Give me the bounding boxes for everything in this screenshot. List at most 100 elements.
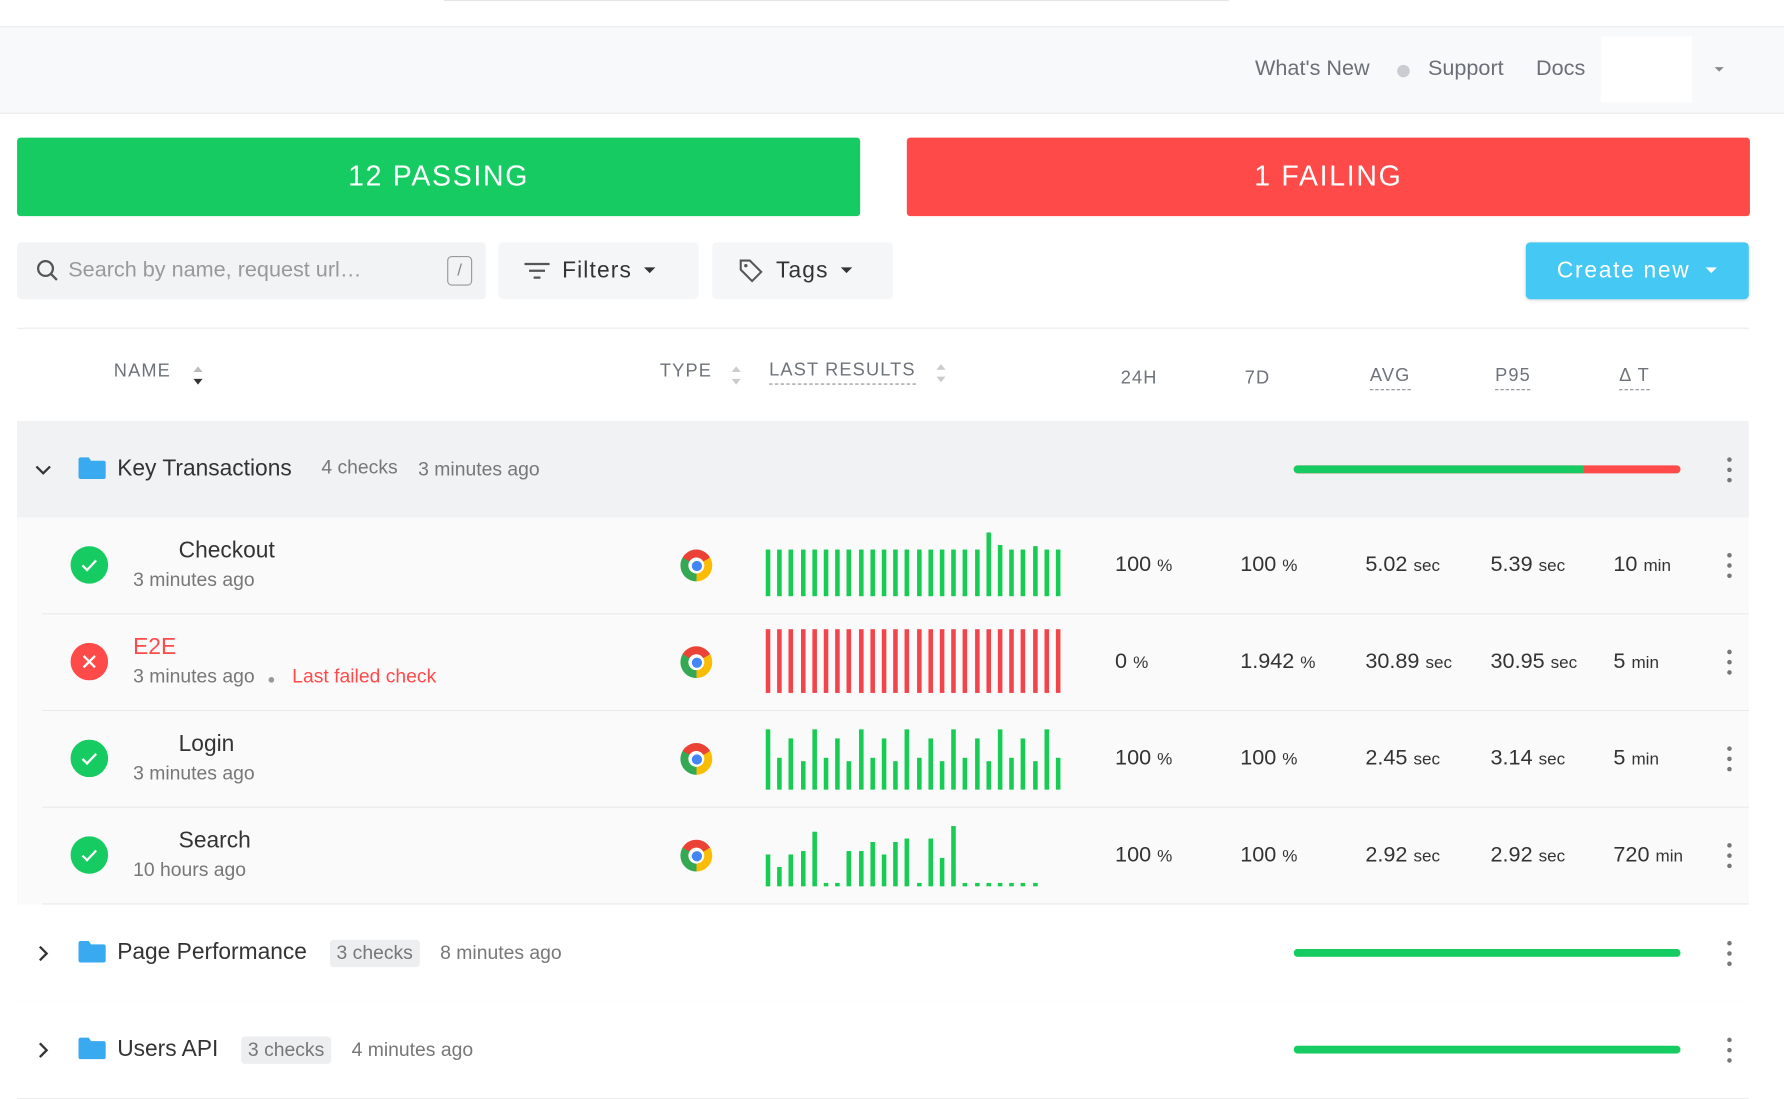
avatar[interactable] [1600,36,1692,103]
check-count: 4 checks [321,456,398,478]
filters-button[interactable]: Filters [498,242,699,300]
result-bar [870,841,875,887]
group-name[interactable]: Page Performance [117,939,307,965]
sort-icon[interactable] [191,364,205,387]
more-menu[interactable] [1724,940,1735,973]
filters-label: Filters [562,257,632,283]
more-menu[interactable] [1724,552,1735,585]
result-bar [986,883,991,887]
stat-number: 100 [1115,552,1152,577]
tags-label: Tags [775,257,829,283]
top-line [443,0,1229,2]
result-bar [893,629,898,693]
search-box[interactable]: Search by name, request url… / [17,242,486,300]
column-header[interactable]: NAME [113,361,171,382]
stat-unit: sec [1538,846,1566,866]
caret[interactable] [1712,65,1726,74]
passing-banner[interactable]: 12 PASSING [17,137,861,217]
nav-link[interactable]: What's New [1254,56,1370,81]
check-name[interactable]: Login [178,731,235,757]
stat-unit: % [1157,556,1173,576]
stat-number: 720 [1613,843,1650,868]
stat-value: 5.39 sec [1491,553,1566,578]
sort-icon[interactable] [729,364,743,387]
stat-value: 2.92 sec [1491,843,1566,868]
result-bar [823,883,829,887]
result-bar [904,729,910,790]
chevron[interactable] [34,944,52,968]
nav-link[interactable]: Support [1427,56,1504,81]
result-bar [1044,729,1049,790]
result-bar [997,883,1003,887]
result-bar [858,549,864,597]
result-bar [881,738,887,790]
result-bar [1021,629,1026,693]
result-bar [916,883,922,887]
stat-value: 100 % [1240,746,1297,771]
result-bar [916,549,922,597]
check-name[interactable]: E2E [133,634,177,660]
tags-button[interactable]: Tags [712,242,894,300]
result-bar [997,629,1003,693]
check-time: 3 minutes ago [133,665,255,688]
result-bar [986,629,991,693]
result-bar [1009,883,1014,887]
column-header[interactable]: TYPE [659,361,713,382]
result-bar [881,549,887,597]
more-menu[interactable] [1724,1037,1735,1070]
stat-number: 100 [1115,843,1152,868]
row-divider [42,709,1749,712]
header [0,26,1784,114]
stat-value: 3.14 sec [1491,746,1566,771]
stat-number: 5 [1613,649,1626,674]
stat-number: 30.89 [1365,649,1420,674]
stat-unit: % [1282,556,1298,576]
create-button[interactable]: Create new [1525,242,1749,300]
result-bar [881,629,887,693]
chevron[interactable] [34,461,52,485]
progress-track [1293,1045,1681,1054]
more-menu[interactable] [1724,456,1735,489]
more-menu[interactable] [1724,745,1735,778]
nav-link[interactable]: Docs [1536,56,1586,81]
failure-note[interactable]: Last failed check [292,665,437,688]
result-bar [963,629,968,693]
check-name[interactable]: Checkout [178,538,275,564]
stat-value: 100 % [1240,553,1297,578]
result-bar [823,757,829,790]
chevron[interactable] [34,1041,52,1065]
column-header[interactable]: LAST RESULTS [769,361,916,385]
stat-value: 5 min [1613,746,1659,771]
more-menu[interactable] [1724,842,1735,875]
failing-banner[interactable]: 1 FAILING [906,137,1750,217]
result-bar [858,629,864,693]
group-name[interactable]: Key Transactions [117,456,292,482]
result-bar [986,532,991,597]
result-bar [788,854,794,887]
stat-unit: sec [1538,556,1566,576]
tag-icon [739,259,763,283]
check-count: 3 checks [241,1036,332,1064]
stat-value: 5.02 sec [1365,553,1440,578]
result-bar [777,757,782,790]
stat-unit: min [1655,846,1683,866]
more-menu[interactable] [1724,649,1735,682]
stat-unit: % [1157,749,1173,770]
status-icon [70,836,109,879]
result-bar [904,549,910,597]
sort-icon[interactable] [934,362,948,385]
group-name[interactable]: Users API [117,1036,219,1062]
result-bar [777,629,782,693]
check-name[interactable]: Search [178,828,251,854]
stat-unit: min [1631,653,1659,673]
browser-icon [680,839,713,872]
result-bar [846,629,852,693]
result-bar [823,629,829,693]
column-header: 24H [1120,368,1158,388]
check-time: 3 minutes ago [133,568,255,591]
stat-value: 10 min [1613,553,1671,578]
result-bar [823,549,829,597]
result-bar [870,757,875,790]
check-time: 3 minutes ago [133,762,255,784]
result-bar [858,729,864,790]
